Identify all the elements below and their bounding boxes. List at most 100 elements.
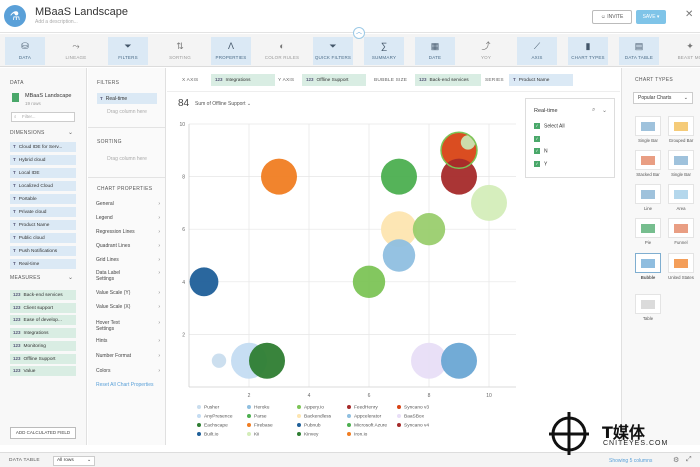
realtime-option[interactable]: ✓ Y bbox=[534, 160, 547, 167]
reset-properties-link[interactable]: Reset All Chart Properties bbox=[96, 382, 154, 388]
legend-item[interactable]: Syncano v3 bbox=[397, 405, 429, 410]
settings-icon[interactable]: ⚙ bbox=[673, 457, 680, 464]
legend-item[interactable]: Parse bbox=[247, 414, 267, 419]
legend-item[interactable]: Pubnub bbox=[297, 423, 321, 428]
dimension-item[interactable]: T Cloud IDE for Serv... bbox=[10, 142, 76, 152]
toolbar-sorting-button[interactable]: ⇅ SORTING bbox=[160, 37, 200, 65]
realtime-option[interactable]: ✓ N bbox=[534, 148, 548, 154]
realtime-option[interactable]: ✓ bbox=[534, 135, 544, 142]
legend-item[interactable]: Appery.io bbox=[297, 405, 324, 410]
chevron-down-icon[interactable]: ⌄ bbox=[68, 275, 74, 281]
dimension-item[interactable]: T Private cloud bbox=[10, 207, 76, 217]
invite-button[interactable]: ☺ INVITE bbox=[592, 10, 632, 24]
chart-category-select[interactable]: Popular Charts ⌄ bbox=[633, 92, 693, 104]
legend-item[interactable]: Eachscape bbox=[197, 423, 228, 428]
dimension-item[interactable]: T Real-time bbox=[10, 259, 76, 269]
series-field[interactable]: T Product Name bbox=[509, 74, 573, 86]
dimension-item[interactable]: T Portable bbox=[10, 194, 76, 204]
property-value-scale-y-[interactable]: Value Scale (Y) › bbox=[96, 290, 160, 296]
dimension-item[interactable]: T Localized Cloud bbox=[10, 181, 76, 191]
chart-type-bubble[interactable]: Bubble bbox=[633, 253, 663, 287]
filters-drop-zone[interactable]: Drag column here bbox=[107, 109, 147, 115]
dimension-item[interactable]: T Product Name bbox=[10, 220, 76, 230]
bubble-size-field[interactable]: 123 Back-end services bbox=[415, 74, 481, 86]
property-hover-text-settings[interactable]: Hover Text Settings › bbox=[96, 320, 160, 332]
chart-type-area[interactable]: Area bbox=[666, 184, 696, 218]
measure-item[interactable]: 123 Back-end services bbox=[10, 290, 76, 300]
realtime-option[interactable]: ✓ Select All bbox=[534, 123, 565, 129]
property-value-scale-x-[interactable]: Value Scale (X) › bbox=[96, 304, 160, 310]
dimension-item[interactable]: T Hybrid cloud bbox=[10, 155, 76, 165]
y-axis-field[interactable]: 123 Offline Support bbox=[302, 74, 366, 86]
toolbar-quick-filters-button[interactable]: ⏷ QUICK FILTERS bbox=[313, 37, 353, 65]
legend-item[interactable]: Built.io bbox=[197, 432, 218, 437]
rows-select[interactable]: All rows ⌄ bbox=[53, 456, 95, 466]
measure-item[interactable]: 123 Offline Support bbox=[10, 353, 76, 364]
legend-item[interactable]: Kinvey bbox=[297, 432, 318, 437]
sorting-drop-zone[interactable]: Drag column here bbox=[107, 156, 147, 162]
property-general[interactable]: General › bbox=[96, 201, 160, 207]
save-button[interactable]: SAVE ▾ bbox=[636, 10, 666, 24]
toolbar-date-button[interactable]: ▦ DATE bbox=[415, 37, 455, 65]
legend-item[interactable]: AnyPresence bbox=[197, 414, 233, 419]
summary-metric[interactable]: Sum of Offline Support ⌄ bbox=[195, 101, 252, 107]
chart-type-line[interactable]: Line bbox=[633, 184, 663, 218]
toolbar-color-rules-button[interactable]: ◐ COLOR RULES bbox=[262, 37, 302, 65]
legend-item[interactable]: BaaSBox bbox=[397, 414, 424, 419]
property-legend[interactable]: Legend › bbox=[96, 215, 160, 221]
legend-item[interactable]: Backendless bbox=[297, 414, 331, 419]
property-data-label-settings[interactable]: Data Label Settings › bbox=[96, 270, 160, 282]
chevron-down-icon[interactable]: ⌄ bbox=[602, 108, 608, 114]
property-regression-lines[interactable]: Regression Lines › bbox=[96, 229, 160, 235]
toolbar-axis-button[interactable]: ⟋ AXIS bbox=[517, 37, 557, 65]
chart-type-single-bar[interactable]: Single Bar bbox=[666, 150, 696, 184]
filter-input[interactable]: ⌕ Filter... bbox=[11, 112, 75, 122]
search-icon[interactable]: ⌕ bbox=[592, 107, 596, 113]
measure-item[interactable]: 123 Value bbox=[10, 366, 76, 377]
chart-type-grouped-bar[interactable]: Grouped Bar bbox=[666, 116, 696, 150]
property-hints[interactable]: Hints › bbox=[96, 338, 160, 344]
chart-type-united-states[interactable]: United States bbox=[666, 253, 696, 287]
description-field[interactable]: Add a description... bbox=[35, 19, 78, 25]
chart-type-pie[interactable]: Pie bbox=[633, 218, 663, 252]
legend-item[interactable]: Heroku bbox=[247, 405, 269, 410]
measure-item[interactable]: 123 Monitoring bbox=[10, 340, 76, 351]
chart-type-single-bar[interactable]: Single Bar bbox=[633, 116, 663, 150]
property-number-format[interactable]: Number Format › bbox=[96, 353, 160, 359]
legend-item[interactable]: Firebase bbox=[247, 423, 273, 428]
chart-type-funnel[interactable]: Funnel bbox=[666, 218, 696, 252]
toolbar-beast-mo-button[interactable]: ✦ BEAST MO bbox=[670, 37, 700, 65]
chevron-down-icon[interactable]: ⌄ bbox=[68, 130, 74, 136]
legend-item[interactable]: Syncano v4 bbox=[397, 423, 429, 428]
dimension-item[interactable]: T Push Notifications bbox=[10, 246, 76, 256]
toolbar-lineage-button[interactable]: ⤳ LINEAGE bbox=[56, 37, 96, 65]
dimension-item[interactable]: T Public cloud bbox=[10, 233, 76, 243]
add-calculated-field-button[interactable]: ADD CALCULATED FIELD bbox=[10, 427, 76, 439]
legend-item[interactable]: Iron.io bbox=[347, 432, 367, 437]
chart-type-stacked-bar[interactable]: Stacked Bar bbox=[633, 150, 663, 184]
legend-item[interactable]: FeedHenry bbox=[347, 405, 378, 410]
toolbar-data-table-button[interactable]: ▤ DATA TABLE bbox=[619, 37, 659, 65]
filter-tag[interactable]: T Real-time bbox=[97, 93, 157, 104]
collapse-toolbar-button[interactable]: ︿ bbox=[353, 27, 365, 39]
property-quadrant-lines[interactable]: Quadrant Lines › bbox=[96, 243, 160, 249]
measure-item[interactable]: 123 Ease of develop... bbox=[10, 315, 76, 326]
property-colors[interactable]: Colors › bbox=[96, 368, 160, 374]
legend-item[interactable]: Microsoft Azure bbox=[347, 423, 387, 428]
legend-item[interactable]: Pusher bbox=[197, 405, 219, 410]
measure-item[interactable]: 123 Integrations bbox=[10, 328, 76, 339]
toolbar-data-button[interactable]: ⛁ DATA bbox=[5, 37, 45, 65]
close-icon[interactable]: ✕ bbox=[685, 9, 694, 20]
toolbar-summary-button[interactable]: ∑ SUMMARY bbox=[364, 37, 404, 65]
dataset-name[interactable]: MBaaS Landscape bbox=[25, 93, 72, 99]
toolbar-filters-button[interactable]: ⏷ FILTERS bbox=[108, 37, 148, 65]
legend-item[interactable]: Appcelerator bbox=[347, 414, 381, 419]
chart-type-table[interactable]: Table bbox=[633, 294, 663, 328]
toolbar-chart-types-button[interactable]: ▮ CHART TYPES bbox=[568, 37, 608, 65]
dimension-item[interactable]: T Local IDE bbox=[10, 168, 76, 178]
toolbar-yoy-button[interactable]: ⤴ YOY bbox=[466, 37, 506, 65]
measure-item[interactable]: 123 Client support bbox=[10, 302, 76, 313]
toolbar-properties-button[interactable]: Λ PROPERTIES bbox=[211, 37, 251, 65]
showing-columns[interactable]: Showing 5 columns bbox=[609, 458, 653, 464]
x-axis-field[interactable]: 123 Integrations bbox=[211, 74, 275, 86]
